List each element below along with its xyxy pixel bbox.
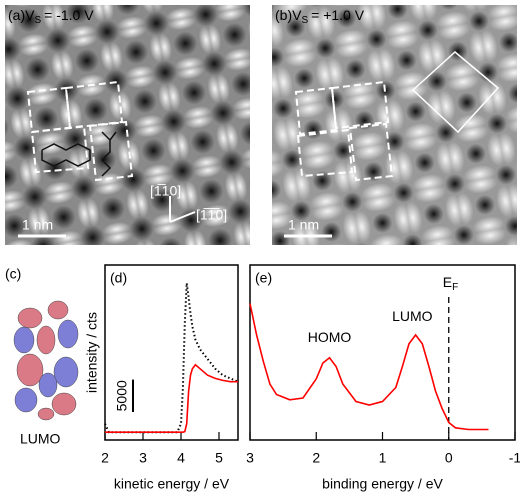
bias-label: (a)VS = -1.0 V xyxy=(8,7,94,26)
y-axis-label: intensity / cts xyxy=(84,312,100,393)
bias: = +1.0 V xyxy=(311,7,365,23)
stm-image xyxy=(272,5,517,245)
unit-outlines xyxy=(294,80,394,182)
x-tick-label: 0 xyxy=(445,450,453,466)
scale-label: 1 nm xyxy=(288,217,319,233)
plot-frame xyxy=(249,264,516,441)
x-tick-label: 2 xyxy=(312,450,320,466)
bias: = -1.0 V xyxy=(44,7,94,23)
orbital-label: LUMO xyxy=(20,431,61,447)
direction-label: [1̅10] xyxy=(150,183,181,199)
x-tick-label: 5 xyxy=(215,450,223,466)
subscript: S xyxy=(301,15,308,26)
bias-label: (b)VS = +1.0 V xyxy=(275,7,365,26)
molecule-sketch xyxy=(41,131,117,177)
panel-label: (a) xyxy=(8,7,25,23)
x-tick-label: 3 xyxy=(246,450,254,466)
annotation: HOMO xyxy=(308,329,352,345)
unit-outlines xyxy=(26,80,134,182)
x-axis-label: binding energy / eV xyxy=(322,476,443,492)
fermi-label: EF xyxy=(443,274,458,293)
stm-image xyxy=(5,5,250,245)
data-line xyxy=(105,363,238,433)
x-tick-label: 1 xyxy=(379,450,387,466)
panel-label: (b) xyxy=(275,7,292,23)
panel-label: (e) xyxy=(255,270,272,286)
subscript: S xyxy=(34,15,41,26)
panel-label: (c) xyxy=(5,266,21,282)
scale-bar-label: 5000 xyxy=(114,380,130,411)
subscript: F xyxy=(452,282,458,293)
x-tick-label: 3 xyxy=(139,450,147,466)
symbol: V xyxy=(25,7,35,23)
annotation: LUMO xyxy=(392,308,433,324)
x-tick-label: 4 xyxy=(177,450,185,466)
panel-label: (d) xyxy=(110,270,127,286)
direction-label: [1̅1̅0] xyxy=(196,207,227,223)
symbol: V xyxy=(292,7,302,23)
plot-frame xyxy=(104,264,239,441)
scale-label: 1 nm xyxy=(22,217,53,233)
unit-cell xyxy=(411,51,500,134)
x-axis-label: kinetic energy / eV xyxy=(114,476,230,492)
direction-arrows xyxy=(169,196,196,223)
symbol: E xyxy=(443,274,452,290)
x-tick-label: 2 xyxy=(101,450,109,466)
x-tick-label: -1 xyxy=(509,450,520,466)
data-line xyxy=(249,303,489,431)
orbital xyxy=(13,300,79,421)
